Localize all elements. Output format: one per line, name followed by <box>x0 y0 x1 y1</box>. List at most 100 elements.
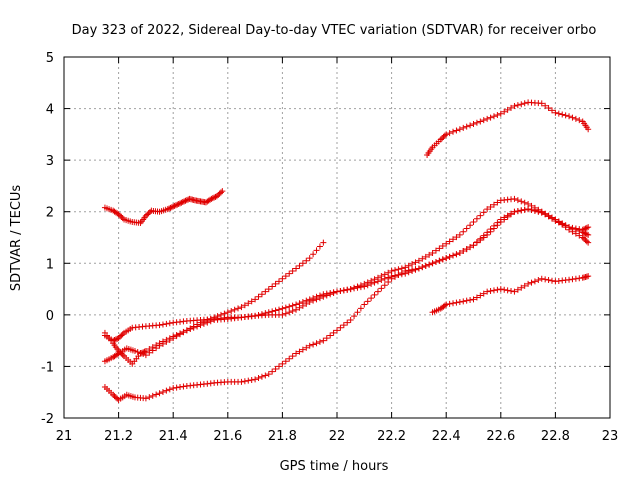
data-point <box>490 113 497 120</box>
data-point <box>156 322 163 329</box>
data-point <box>167 204 174 211</box>
data-point <box>378 277 385 284</box>
data-point <box>429 249 436 256</box>
data-point <box>518 198 525 205</box>
data-point <box>180 329 187 336</box>
data-point <box>548 107 555 114</box>
data-point <box>446 130 453 137</box>
data-point <box>518 101 525 108</box>
data-point <box>508 211 515 218</box>
data-point <box>241 378 248 385</box>
data-point <box>480 234 487 241</box>
data-point <box>446 238 453 245</box>
series-trace-b <box>101 195 592 344</box>
data-point <box>149 392 156 399</box>
data-point <box>112 394 119 401</box>
data-point <box>501 108 508 115</box>
data-point <box>392 273 399 280</box>
data-point <box>583 224 590 231</box>
data-point <box>313 247 320 254</box>
data-point <box>361 283 368 290</box>
data-point <box>327 291 334 298</box>
data-point <box>323 292 330 299</box>
data-point <box>320 239 327 246</box>
data-point <box>208 195 215 202</box>
data-point <box>508 104 515 111</box>
data-point <box>235 305 242 312</box>
data-point <box>552 216 559 223</box>
data-point <box>178 199 185 206</box>
data-point <box>490 201 497 208</box>
data-point <box>166 386 173 393</box>
series-trace-e <box>101 206 592 403</box>
data-point <box>572 115 579 122</box>
data-point <box>453 127 460 134</box>
data-point <box>467 122 474 129</box>
data-point <box>323 335 330 342</box>
data-point <box>422 262 429 269</box>
data-point <box>545 105 552 112</box>
data-point <box>494 112 501 119</box>
data-point <box>525 206 532 213</box>
data-point <box>330 289 337 296</box>
data-point <box>412 266 419 273</box>
data-point <box>538 100 545 107</box>
data-point <box>463 225 470 232</box>
data-point <box>518 284 525 291</box>
data-point <box>255 293 262 300</box>
data-point <box>477 237 484 244</box>
data-point <box>381 275 388 282</box>
y-tick-label: 0 <box>46 309 54 324</box>
data-point <box>306 342 313 349</box>
data-point <box>306 255 313 262</box>
data-point <box>289 353 296 360</box>
data-point <box>463 297 470 304</box>
data-point <box>258 291 265 298</box>
data-point <box>265 286 272 293</box>
data-point <box>501 216 508 223</box>
data-point <box>432 247 439 254</box>
data-point <box>545 277 552 284</box>
data-point <box>477 118 484 125</box>
data-point <box>272 280 279 287</box>
data-point <box>159 321 166 328</box>
data-point <box>548 277 555 284</box>
data-point <box>172 202 179 209</box>
data-point <box>116 333 123 340</box>
y-axis-label: SDTVAR / TECUs <box>9 185 24 292</box>
data-point <box>453 251 460 258</box>
data-point <box>219 188 226 195</box>
data-point <box>443 131 450 138</box>
data-point <box>528 279 535 286</box>
data-point <box>426 261 433 268</box>
data-point <box>443 240 450 247</box>
data-point <box>204 319 211 326</box>
data-point <box>432 258 439 265</box>
data-point <box>473 215 480 222</box>
data-point <box>429 260 436 267</box>
data-point <box>490 287 497 294</box>
data-point <box>296 262 303 269</box>
data-point <box>289 302 296 309</box>
data-point <box>422 253 429 260</box>
data-point <box>446 300 453 307</box>
data-point <box>166 205 173 212</box>
data-point <box>456 126 463 133</box>
data-point <box>487 114 494 121</box>
data-point <box>334 327 340 334</box>
data-point <box>439 256 446 263</box>
data-point <box>441 132 448 139</box>
data-point <box>340 322 347 329</box>
data-point <box>388 275 395 282</box>
data-point <box>153 345 160 352</box>
data-point <box>473 239 480 246</box>
data-point <box>361 301 368 308</box>
data-point <box>415 257 422 264</box>
data-point <box>415 265 422 272</box>
data-point <box>419 264 426 271</box>
data-point <box>293 301 300 308</box>
data-point <box>116 212 123 219</box>
data-point <box>585 273 592 280</box>
data-point <box>497 219 504 226</box>
